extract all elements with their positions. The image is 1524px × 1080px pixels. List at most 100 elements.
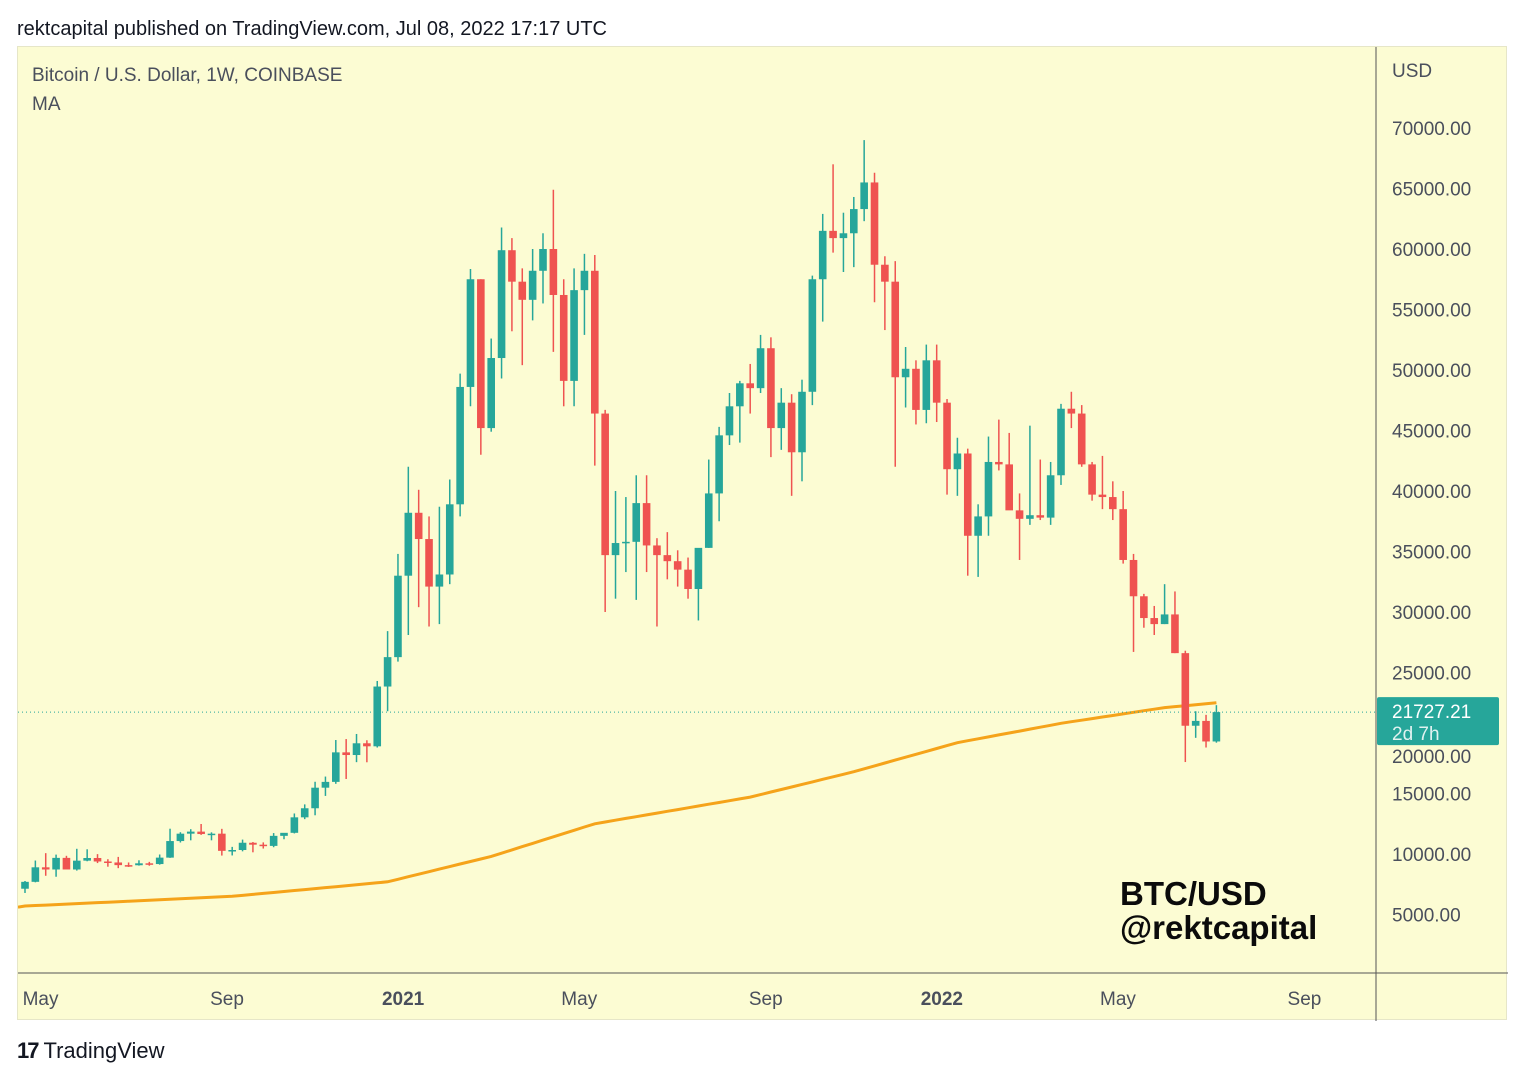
candle-up <box>311 787 319 809</box>
candle-up <box>497 250 506 359</box>
candle-up <box>269 835 278 846</box>
candle-up <box>352 743 361 756</box>
x-tick-label: 2022 <box>921 989 963 1010</box>
candle-down <box>746 383 754 389</box>
candle-up <box>953 453 962 470</box>
y-tick-label: 60000.00 <box>1392 240 1471 261</box>
candle-down <box>114 862 123 866</box>
candle-down <box>518 281 527 300</box>
candle-up <box>404 512 413 576</box>
candle-down <box>363 743 371 747</box>
candle-down <box>1067 408 1076 414</box>
candle-up <box>280 832 288 836</box>
candle-up <box>632 503 641 542</box>
candlestick-chart[interactable]: USD 5000.00 10000.00 15000.00 20000.00 25000.… <box>18 47 1508 1021</box>
x-tick-label: 2021 <box>382 989 425 1010</box>
candle-down <box>508 250 516 282</box>
candle-up <box>984 461 993 517</box>
candle-down <box>642 503 651 546</box>
candle-up <box>1191 720 1200 726</box>
candle-down <box>1098 494 1107 498</box>
y-tick-label: 55000.00 <box>1392 301 1471 322</box>
candle-down <box>1119 509 1127 560</box>
candle-down <box>673 561 682 570</box>
y-tick-label: 50000.00 <box>1392 361 1471 382</box>
candle-down <box>559 294 568 381</box>
candle-down <box>1140 596 1148 619</box>
candle-up <box>808 279 817 392</box>
candle-up <box>300 808 309 818</box>
candle-down <box>1181 653 1190 726</box>
candle-up <box>435 574 444 587</box>
x-tick-label: May <box>23 989 59 1010</box>
candle-down <box>145 863 154 865</box>
candle-down <box>932 360 941 403</box>
x-tick-label: Sep <box>210 989 244 1010</box>
candle-down <box>591 270 599 414</box>
candle-up <box>466 279 475 387</box>
chart-legend-symbol[interactable]: Bitcoin / U.S. Dollar, 1W, COINBASE <box>32 65 343 86</box>
candle-down <box>1129 559 1138 597</box>
candle-down <box>1150 618 1159 625</box>
last-price-badge <box>1377 697 1499 746</box>
candle-down <box>912 368 920 410</box>
candle-down <box>62 857 71 870</box>
candle-up <box>839 233 848 239</box>
candle-down <box>41 867 50 870</box>
candle-down <box>684 569 692 590</box>
candle-down <box>93 857 102 862</box>
candle-up <box>622 541 630 544</box>
candle-up <box>228 850 236 852</box>
tradingview-logo[interactable]: 17 TradingView <box>17 1038 165 1064</box>
candle-up <box>611 543 620 556</box>
y-tick-label: 45000.00 <box>1392 422 1471 443</box>
candle-up <box>704 493 713 548</box>
candle-up <box>83 857 91 861</box>
candle-up <box>21 881 29 889</box>
candle-up <box>818 230 827 280</box>
candle-down <box>870 182 879 265</box>
candle-up <box>456 386 464 505</box>
candle-up <box>528 270 537 300</box>
candle-down <box>124 865 133 867</box>
candle-up <box>777 402 786 429</box>
watermark: BTC/USD @rektcapital <box>1120 877 1317 945</box>
x-tick-label: Sep <box>1288 989 1322 1010</box>
x-tick-label: May <box>561 989 597 1010</box>
candle-down <box>342 752 350 756</box>
candle-down <box>1077 413 1086 465</box>
price-axis-unit: USD <box>1392 61 1432 82</box>
candle-down <box>218 833 226 851</box>
candle-up <box>238 842 247 851</box>
candle-up <box>1212 712 1221 742</box>
candle-up <box>922 360 931 410</box>
candle-up <box>1046 475 1055 518</box>
candle-up <box>850 209 858 234</box>
chart-panel[interactable]: USD 5000.00 10000.00 15000.00 20000.00 25000.… <box>17 46 1508 1021</box>
candle-up <box>539 249 547 271</box>
candle-up <box>694 547 703 590</box>
bar-countdown: 2d 7h <box>1392 724 1440 745</box>
y-tick-label: 35000.00 <box>1392 543 1471 564</box>
candle-up <box>570 290 578 381</box>
candle-down <box>425 539 433 587</box>
ma-line <box>18 701 1217 909</box>
candle-down <box>1015 510 1024 519</box>
candle-up <box>155 857 164 865</box>
x-tick-label: Sep <box>749 989 783 1010</box>
candle-down <box>1109 497 1117 510</box>
y-tick-label: 10000.00 <box>1392 845 1471 866</box>
publish-info: rektcapital published on TradingView.com… <box>17 18 607 40</box>
y-tick-label: 15000.00 <box>1392 785 1471 806</box>
candle-down <box>963 453 972 536</box>
candle-up <box>580 270 589 291</box>
chart-legend-ma[interactable]: MA <box>32 94 61 115</box>
candle-up <box>135 863 143 866</box>
candle-down <box>1171 614 1179 654</box>
watermark-line2: @rektcapital <box>1120 909 1318 946</box>
candle-down <box>249 842 257 845</box>
last-price-value: 21727.21 <box>1392 702 1471 723</box>
candle-up <box>798 391 806 453</box>
candle-down <box>414 512 423 540</box>
candle-up <box>1057 408 1065 476</box>
